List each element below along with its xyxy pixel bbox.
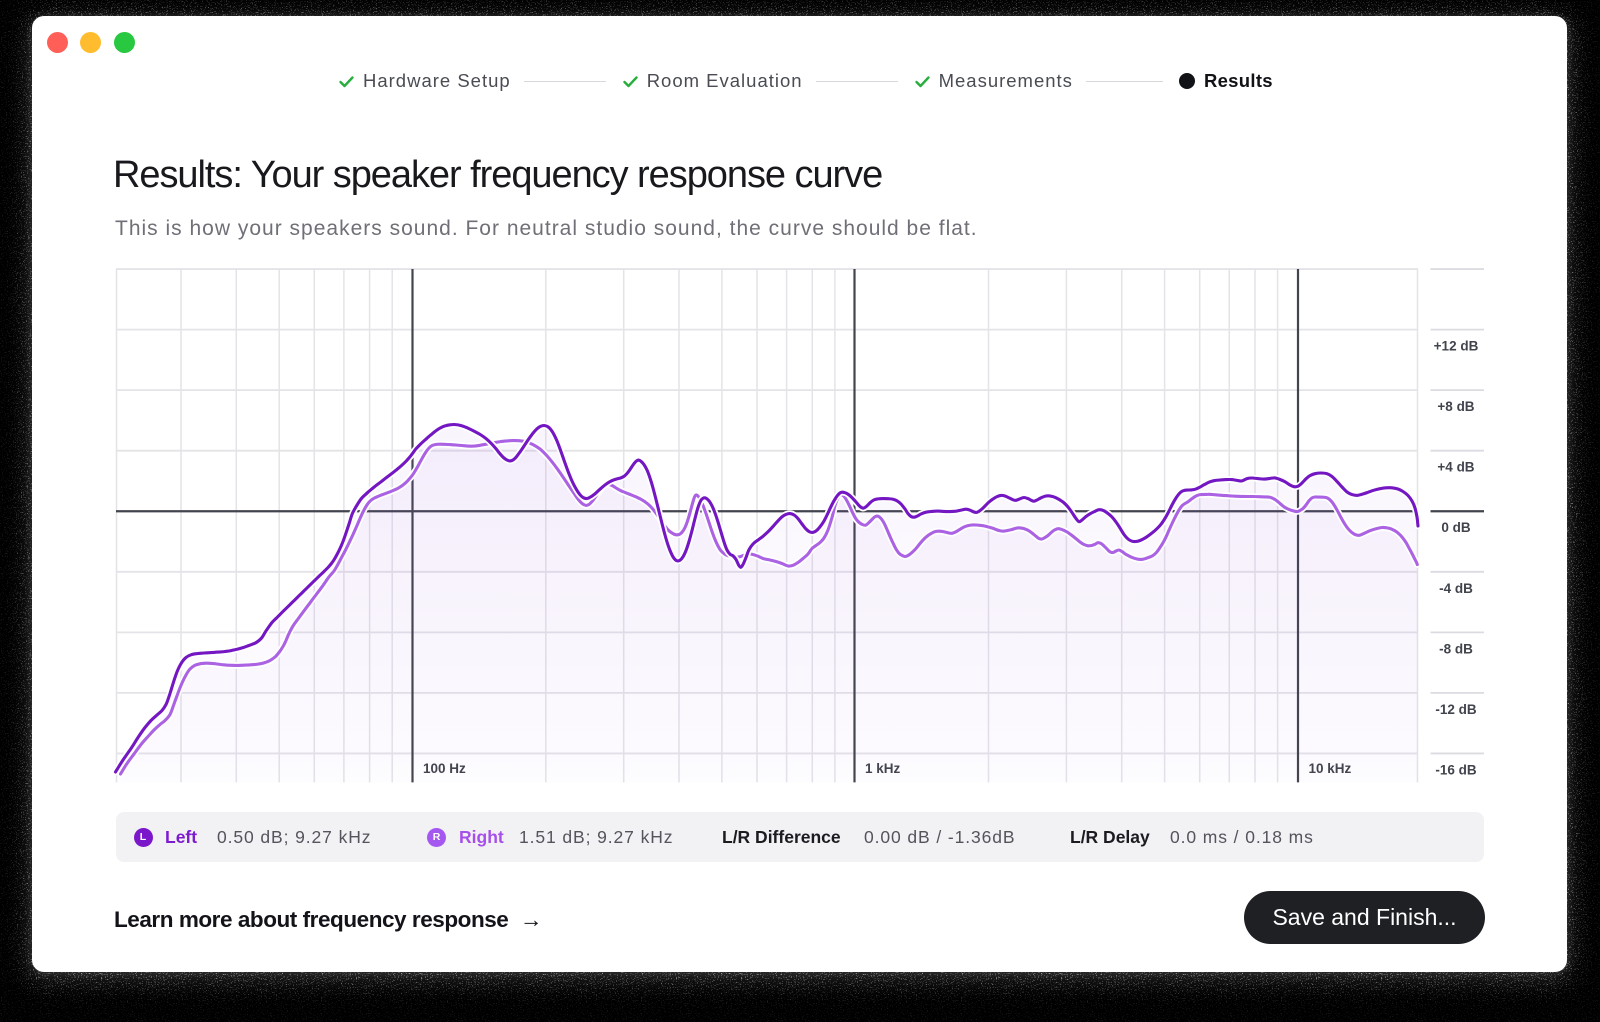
- svg-text:+8 dB: +8 dB: [1437, 399, 1474, 414]
- svg-text:-8 dB: -8 dB: [1439, 641, 1473, 656]
- svg-text:-16 dB: -16 dB: [1435, 763, 1477, 778]
- svg-text:-12 dB: -12 dB: [1435, 702, 1477, 717]
- svg-text:0 dB: 0 dB: [1441, 520, 1471, 535]
- svg-text:-4 dB: -4 dB: [1439, 581, 1473, 596]
- svg-text:+12 dB: +12 dB: [1434, 339, 1479, 354]
- svg-text:+4 dB: +4 dB: [1437, 460, 1474, 475]
